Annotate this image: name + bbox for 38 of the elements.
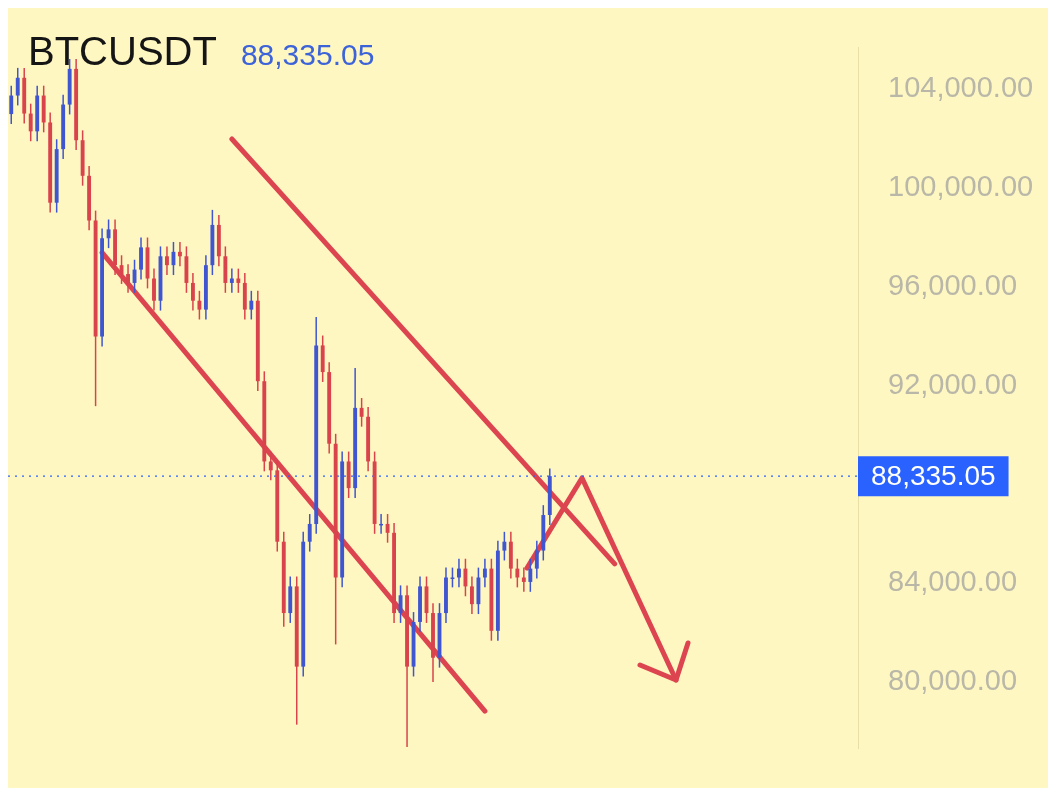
candlestick (236, 267, 241, 294)
candlestick (398, 584, 403, 624)
candlestick (307, 513, 312, 553)
candlestick (450, 566, 455, 589)
candlestick (457, 557, 461, 589)
candlestick (463, 557, 468, 598)
candlestick (502, 531, 507, 562)
y-tick-label: 92,000.00 (888, 367, 1018, 400)
candlestick (249, 290, 254, 321)
candlestick (28, 102, 33, 142)
candlestick (9, 84, 14, 125)
y-tick-label: 80,000.00 (888, 663, 1018, 696)
candlestick (152, 267, 156, 312)
y-tick-label: 96,000.00 (888, 268, 1018, 301)
candlestick (229, 267, 234, 294)
y-tick-label: 84,000.00 (888, 565, 1018, 598)
y-tick-label: 100,000.00 (888, 170, 1034, 203)
candlestick (126, 263, 130, 294)
candlestick (268, 450, 273, 481)
candlestick (515, 557, 520, 589)
chart-title: BTCUSDT (28, 29, 217, 73)
candlestick (385, 513, 390, 544)
y-tick-label: 104,000.00 (888, 71, 1034, 104)
ref-line-label: 88,335.05 (871, 459, 996, 491)
candlestick (534, 539, 539, 580)
candlestick (165, 245, 169, 276)
candlestick (521, 566, 526, 593)
annotation: 88,335.05 (240, 38, 375, 71)
candlestick (139, 236, 143, 281)
candlestick (178, 241, 182, 267)
candlestick (106, 218, 111, 249)
candlestick (482, 557, 487, 589)
candlestick (15, 67, 20, 107)
candlestick (190, 272, 195, 312)
candlestick (197, 290, 202, 321)
candlestick (359, 397, 364, 428)
candlestick (469, 575, 474, 615)
candlestick (528, 557, 533, 593)
